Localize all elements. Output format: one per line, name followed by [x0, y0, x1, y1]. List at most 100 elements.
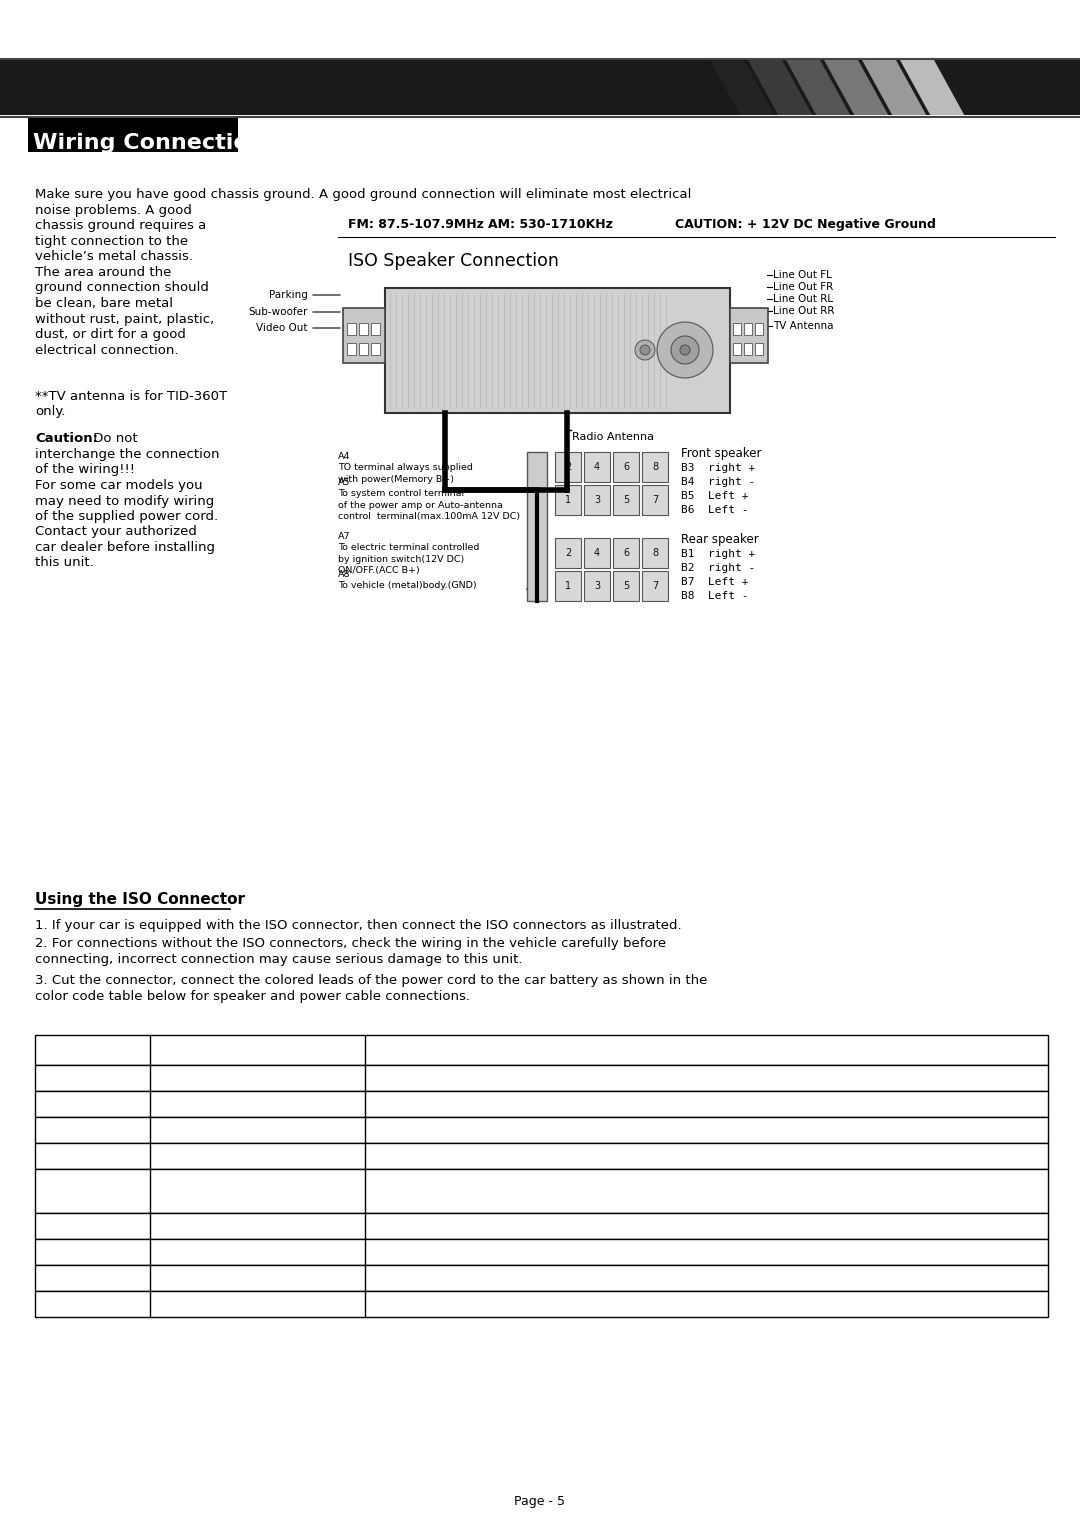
Text: 7: 7 [652, 580, 658, 591]
Text: Do not: Do not [89, 432, 137, 444]
Bar [755, 344, 762, 354]
Bar [733, 344, 741, 354]
Text: 6: 6 [623, 463, 629, 472]
Text: Make sure you have good chassis ground. A good ground connection will eliminate : Make sure you have good chassis ground. … [35, 188, 691, 202]
Text: Line Out FL: Line Out FL [773, 270, 832, 279]
Bar [584, 538, 610, 568]
Text: Front speaker: Front speaker [681, 447, 761, 460]
Text: Page - 5: Page - 5 [514, 1495, 566, 1509]
Text: interchange the connection: interchange the connection [35, 447, 219, 461]
Text: 3: 3 [87, 1150, 96, 1162]
Text: without rust, paint, plastic,: without rust, paint, plastic, [35, 313, 214, 325]
Text: vehicle’s metal chassis.: vehicle’s metal chassis. [35, 250, 193, 264]
Text: Rear Left(-)----Green/Black Stripe: Rear Left(-)----Green/Black Stripe [373, 1296, 592, 1309]
Text: FM: 87.5-107.9MHz: FM: 87.5-107.9MHz [348, 218, 484, 231]
Bar [613, 486, 639, 515]
Text: A4
TO terminal always supplied
with power(Memory B+): A4 TO terminal always supplied with powe… [338, 452, 473, 484]
Text: CAUTION: + 12V DC Negative Ground: CAUTION: + 12V DC Negative Ground [675, 218, 936, 231]
Text: A7
To electric terminal controlled
by ignition switch(12V DC)
ON/OFF.(ACC B+): A7 To electric terminal controlled by ig… [338, 531, 480, 576]
Text: B6  Left -: B6 Left - [681, 505, 748, 515]
Text: Location: Location [43, 1041, 110, 1057]
Text: B4  right -: B4 right - [681, 476, 755, 487]
Text: 3: 3 [594, 580, 600, 591]
Text: Wiring Connections: Wiring Connections [33, 133, 278, 153]
Text: ACC+/red: ACC+/red [158, 1270, 222, 1283]
Text: The area around the: The area around the [35, 266, 172, 279]
Text: connecting, incorrect connection may cause serious damage to this unit.: connecting, incorrect connection may cau… [35, 953, 523, 967]
Text: tight connection to the: tight connection to the [35, 235, 188, 247]
Bar [584, 486, 610, 515]
Text: Rear Left(+)----Green: Rear Left(+)----Green [373, 1270, 514, 1283]
Bar [527, 452, 546, 602]
Bar [584, 452, 610, 483]
Bar [555, 452, 581, 483]
Text: Rear Right(-)----Purple/Black Stripe: Rear Right(-)----Purple/Black Stripe [373, 1122, 604, 1135]
Text: Front Right(+)----Grey: Front Right(+)----Grey [373, 1148, 518, 1161]
Text: Ground/black: Ground/black [158, 1296, 247, 1309]
Text: Auto Antenna/blue: Auto Antenna/blue [158, 1219, 283, 1231]
Text: 4: 4 [87, 1185, 96, 1197]
Text: Contact your authorized: Contact your authorized [35, 525, 197, 539]
Text: car dealer before installing: car dealer before installing [35, 541, 215, 554]
Text: 1: 1 [565, 495, 571, 505]
Bar [613, 571, 639, 602]
Bar [744, 344, 752, 354]
Circle shape [680, 345, 690, 354]
Text: Connector B: Connector B [373, 1070, 456, 1083]
Polygon shape [748, 60, 812, 115]
Text: noise problems. A good: noise problems. A good [35, 205, 192, 217]
Text: 6: 6 [87, 1246, 96, 1258]
Bar [359, 324, 368, 334]
Text: A8
To vehicle (metal)body.(GND): A8 To vehicle (metal)body.(GND) [338, 570, 476, 591]
Text: B1  right +: B1 right + [681, 550, 755, 559]
Text: this unit.: this unit. [35, 556, 94, 570]
Text: Caution:: Caution: [35, 432, 98, 444]
Bar [35, 1090, 1048, 1116]
Bar [347, 344, 356, 354]
Bar [35, 1264, 1048, 1290]
Text: 6: 6 [623, 548, 629, 557]
Text: of the wiring!!!: of the wiring!!! [35, 464, 135, 476]
Bar [372, 324, 380, 334]
Text: 1: 1 [87, 1098, 96, 1110]
Bar [584, 571, 610, 602]
Text: B7  Left +: B7 Left + [681, 577, 748, 586]
Text: ground connection should: ground connection should [35, 281, 208, 295]
Polygon shape [900, 60, 964, 115]
Bar [733, 324, 741, 334]
Text: 5: 5 [87, 1220, 96, 1232]
Text: 7: 7 [652, 495, 658, 505]
Text: A: A [526, 579, 537, 592]
Text: Sub-woofer: Sub-woofer [248, 307, 308, 318]
Text: dust, or dirt for a good: dust, or dirt for a good [35, 328, 186, 341]
Bar [347, 324, 356, 334]
Text: 2: 2 [565, 548, 571, 557]
Text: Line Out FR: Line Out FR [773, 282, 834, 292]
Bar [35, 1144, 1048, 1170]
Text: ISO Speaker Connection: ISO Speaker Connection [348, 252, 558, 270]
Text: 1. If your car is equipped with the ISO connector, then connect the ISO connecto: 1. If your car is equipped with the ISO … [35, 919, 681, 931]
Circle shape [635, 341, 654, 360]
Text: Front Right(-)----Grey/Black Stripe: Front Right(-)----Grey/Black Stripe [373, 1174, 596, 1186]
Bar [35, 1238, 1048, 1264]
Bar [35, 1170, 1048, 1212]
Polygon shape [786, 60, 850, 115]
Bar [642, 571, 669, 602]
Text: Line Out RL: Line Out RL [773, 295, 833, 304]
Text: Front Left(+)----White: Front Left(+)----White [373, 1219, 514, 1231]
Text: 8: 8 [87, 1298, 96, 1310]
Bar [642, 452, 669, 483]
Text: 3: 3 [594, 495, 600, 505]
Text: Rear Right(+)----Purple: Rear Right(+)----Purple [373, 1096, 525, 1109]
Polygon shape [862, 60, 927, 115]
Bar [35, 1035, 1048, 1064]
Circle shape [640, 345, 650, 354]
Text: Function: Function [158, 1041, 226, 1057]
Text: 3. Cut the connector, connect the colored leads of the power cord to the car bat: 3. Cut the connector, connect the colore… [35, 974, 707, 986]
Text: only.: only. [35, 406, 66, 418]
Text: Video Out: Video Out [257, 324, 308, 333]
Text: 2: 2 [87, 1124, 96, 1136]
Text: be clean, bare metal: be clean, bare metal [35, 296, 173, 310]
Bar [35, 1212, 1048, 1238]
Text: 4: 4 [594, 548, 600, 557]
